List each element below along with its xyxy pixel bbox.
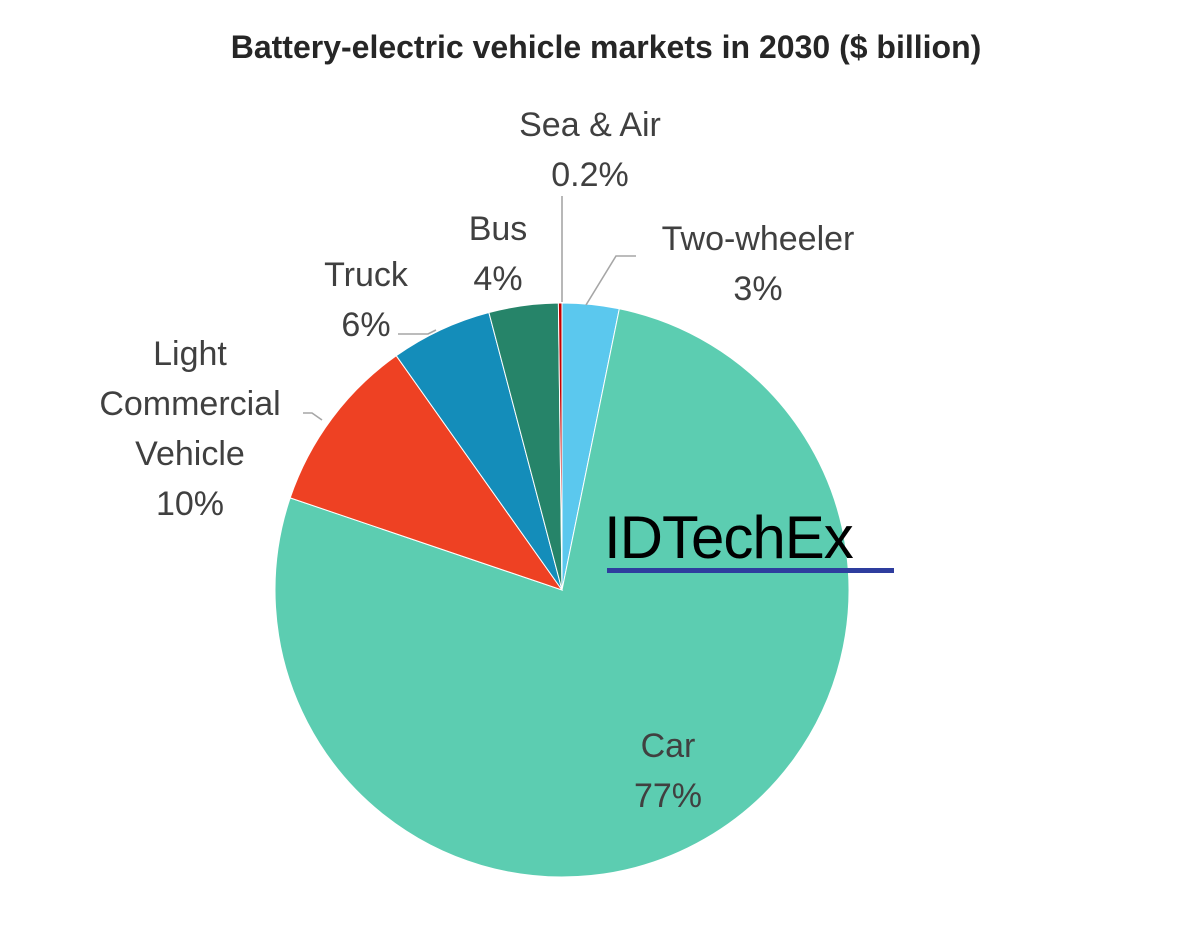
leader-lines [303,196,636,421]
leader-line-truck [398,329,437,335]
idtechex-logo: IDTechEx [604,504,894,573]
slice-labels: Two-wheeler 3% Car 77% Light Commercial Vehicl… [99,106,854,815]
leader-line-two-wheeler [585,255,636,306]
watermark-text: IDTechEx [604,504,854,571]
data-label-two-wheeler: Two-wheeler 3% [662,220,855,308]
leader-line-light-commercial-vehicle [303,412,323,421]
pie-slice-light-commercial-vehicle [289,355,564,591]
data-label-sea-air: Sea & Air 0.2% [519,106,661,194]
data-label-car: Car 77% [634,727,702,815]
chart-title: Battery-electric vehicle markets in 2030… [231,29,982,65]
data-label-truck: Truck 6% [324,256,409,344]
pie-slices [274,302,850,878]
pie-slice-car [274,308,850,878]
data-label-light-commercial-vehicle: Light Commercial Vehicle 10% [99,335,280,523]
pie-slice-sea-air [557,302,563,591]
data-label-bus: Bus 4% [469,210,528,298]
watermark-underline [607,568,894,573]
